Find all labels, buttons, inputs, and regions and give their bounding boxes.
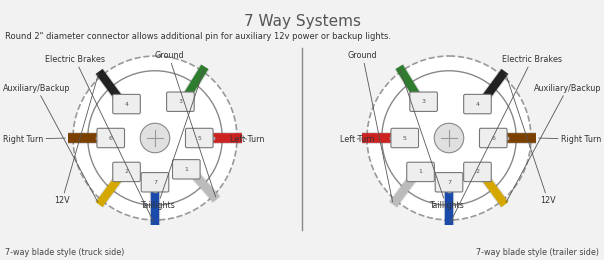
FancyBboxPatch shape <box>480 128 507 148</box>
Text: 1: 1 <box>184 167 188 172</box>
Text: Electric Brakes: Electric Brakes <box>45 55 154 222</box>
Text: Round 2" diameter connector allows additional pin for auxiliary 12v power or bac: Round 2" diameter connector allows addit… <box>5 32 391 41</box>
Text: 6: 6 <box>109 135 113 140</box>
Text: Auxiliary/Backup: Auxiliary/Backup <box>3 84 98 202</box>
FancyBboxPatch shape <box>113 94 140 114</box>
Text: Ground: Ground <box>154 51 216 197</box>
Text: 5: 5 <box>198 135 201 140</box>
FancyBboxPatch shape <box>464 162 491 182</box>
Text: 6: 6 <box>491 135 495 140</box>
Text: Auxiliary/Backup: Auxiliary/Backup <box>506 84 601 202</box>
FancyBboxPatch shape <box>167 92 194 112</box>
FancyBboxPatch shape <box>185 128 213 148</box>
FancyBboxPatch shape <box>173 160 200 179</box>
Text: 12V: 12V <box>506 74 556 205</box>
Circle shape <box>73 56 237 220</box>
Text: 4: 4 <box>475 102 480 107</box>
FancyBboxPatch shape <box>410 92 437 112</box>
Text: Electric Brakes: Electric Brakes <box>450 55 562 223</box>
Text: 7: 7 <box>153 180 157 185</box>
Text: Right Turn: Right Turn <box>3 135 65 144</box>
Text: 3: 3 <box>422 99 426 104</box>
Text: 5: 5 <box>403 135 406 140</box>
Text: 7: 7 <box>447 180 451 185</box>
Text: 3: 3 <box>178 99 182 104</box>
Circle shape <box>382 71 516 205</box>
Text: 1: 1 <box>419 170 422 174</box>
Text: 2: 2 <box>475 170 480 174</box>
Text: Taillights: Taillights <box>140 69 204 210</box>
FancyBboxPatch shape <box>464 94 491 114</box>
Circle shape <box>434 123 464 153</box>
Text: 7-way blade style (truck side): 7-way blade style (truck side) <box>5 248 124 257</box>
Text: Left Turn: Left Turn <box>340 135 374 144</box>
FancyBboxPatch shape <box>406 162 434 182</box>
Text: Taillights: Taillights <box>400 69 464 210</box>
Text: 12V: 12V <box>54 74 98 205</box>
Text: Left Turn: Left Turn <box>230 135 264 144</box>
Text: 4: 4 <box>124 102 129 107</box>
FancyBboxPatch shape <box>113 162 140 182</box>
Text: Right Turn: Right Turn <box>539 135 601 144</box>
Circle shape <box>88 71 222 205</box>
FancyBboxPatch shape <box>435 173 463 192</box>
Text: 7-way blade style (trailer side): 7-way blade style (trailer side) <box>476 248 599 257</box>
Text: 2: 2 <box>124 170 129 174</box>
FancyBboxPatch shape <box>141 173 169 192</box>
Text: 7 Way Systems: 7 Way Systems <box>243 14 361 29</box>
FancyBboxPatch shape <box>391 128 419 148</box>
Circle shape <box>140 123 170 153</box>
Text: Ground: Ground <box>348 51 393 202</box>
Circle shape <box>367 56 531 220</box>
FancyBboxPatch shape <box>97 128 124 148</box>
